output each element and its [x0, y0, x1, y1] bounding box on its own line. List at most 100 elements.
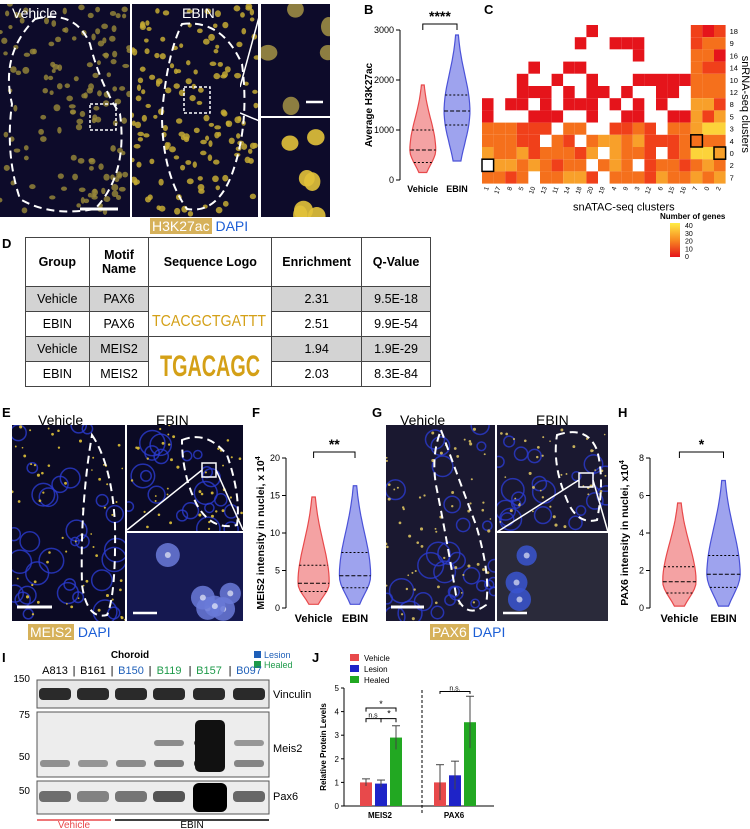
heatmap-cell — [667, 37, 680, 50]
heatmap-cell — [656, 86, 668, 99]
heatmap-cell — [656, 98, 668, 111]
heatmap-cell — [586, 98, 598, 111]
signal-dot — [482, 568, 486, 572]
signal-dot — [167, 443, 171, 446]
violin-vehicle — [297, 496, 330, 605]
y-tick-label: 6 — [639, 491, 644, 501]
signal-dot — [489, 518, 492, 520]
panel-label-d: D — [2, 236, 12, 251]
signal-dot — [17, 500, 21, 503]
nucleus-mark — [137, 131, 145, 137]
x-tick-label: 14 — [563, 186, 572, 196]
heatmap-cell — [574, 171, 587, 184]
signal-dot — [541, 496, 545, 499]
heatmap-cell — [644, 147, 656, 160]
heatmap-cell — [505, 147, 517, 160]
legend-label: Healed — [364, 676, 389, 685]
heatmap-cell — [714, 134, 726, 147]
heatmap-cell — [516, 37, 529, 50]
heatmap-cell — [679, 147, 691, 160]
heatmap-cell — [632, 98, 645, 111]
tissue-cell — [192, 449, 203, 460]
nuclei-zoom-g — [503, 545, 537, 615]
signal-dot — [500, 432, 503, 435]
nucleus-mark — [224, 66, 231, 73]
signal-dot — [166, 487, 169, 490]
panel-label-b: B — [364, 2, 374, 17]
heatmap-cell — [505, 73, 517, 86]
signal-dot — [518, 502, 521, 505]
nucleus-mark — [154, 52, 160, 59]
nucleus-mark — [186, 178, 194, 185]
cell-motif: MEIS2 — [88, 336, 150, 362]
tissue-cell — [397, 600, 423, 621]
signal-dot — [386, 545, 389, 549]
cell-enrichment: 2.03 — [271, 361, 363, 387]
tissue-cell — [25, 561, 50, 586]
tissue-e1 — [12, 425, 125, 621]
bracket-star — [365, 707, 397, 712]
tissue-cell — [585, 492, 604, 510]
nucleus-mark — [261, 44, 278, 61]
signal-dot — [161, 441, 165, 445]
signal-dot — [51, 432, 54, 436]
nucleus-mark — [81, 93, 87, 99]
heatmap-cell — [516, 73, 529, 86]
heatmap-cell — [528, 147, 540, 160]
heatmap-cell — [714, 61, 726, 74]
heatmap-cell — [493, 86, 506, 99]
heatmap-cell — [632, 86, 645, 99]
chart-b: 0 1000 2000 3000 Vehicle EBIN **** Average H3K2… — [364, 10, 471, 194]
tissue-cell — [63, 578, 77, 591]
zoom-lines-g — [497, 480, 608, 532]
heatmap-cell — [563, 171, 575, 184]
legend-swatch — [350, 665, 359, 672]
heatmap-cell — [516, 134, 529, 147]
nucleus-mark — [21, 207, 28, 214]
bracket-ns-2 — [439, 691, 471, 694]
band-pax6 — [39, 791, 71, 802]
col-motif: Motif Name — [88, 237, 150, 287]
heatmap-cell — [714, 37, 726, 50]
heatmap-cell — [516, 110, 529, 123]
nucleus-mark — [78, 4, 85, 11]
legend-swatch — [350, 654, 359, 661]
highlight-box — [690, 134, 704, 148]
heatmap-cell — [563, 49, 575, 62]
band-label: Vinculin — [273, 689, 311, 701]
heatmap-cell — [540, 73, 552, 86]
significance-stars: * — [699, 436, 705, 452]
heatmap-cell — [493, 147, 506, 160]
tissue-cell — [147, 485, 166, 504]
band-label: Meis2 — [273, 743, 302, 755]
heatmap-cell — [516, 86, 529, 99]
band-vinculin — [193, 688, 225, 700]
signal-dot — [204, 471, 207, 474]
tissue-cell — [12, 425, 27, 442]
nucleus-mark — [121, 6, 128, 13]
heatmap-cell — [656, 122, 668, 135]
y-axis-label: Relative Protein Levels — [319, 703, 328, 791]
bracket-star-2 — [380, 718, 397, 723]
panel-a-counter: DAPI — [215, 218, 249, 234]
signal-dot — [386, 456, 388, 459]
signal-dot — [541, 454, 544, 457]
nucleus-mark — [53, 104, 61, 112]
heatmap-cell — [702, 25, 714, 38]
cell-q: 8.3E-84 — [361, 361, 431, 387]
nucleus-mark — [62, 7, 67, 15]
x-tick-label: 17 — [493, 186, 502, 196]
heatmap-cell — [656, 171, 668, 184]
heatmap-cell — [563, 25, 575, 38]
y-tick-label: 3 — [730, 125, 734, 134]
tissue-cell — [38, 547, 65, 574]
nucleus-mark — [252, 89, 258, 94]
signal-dot — [470, 478, 473, 481]
heatmap-cell — [702, 171, 714, 184]
signal-dot — [418, 496, 422, 499]
heatmap-cell — [574, 61, 587, 74]
nucleus-mark — [298, 170, 315, 187]
band-pax6 — [115, 791, 147, 802]
signal-dot — [401, 506, 405, 509]
nucleus-mark — [144, 48, 150, 55]
